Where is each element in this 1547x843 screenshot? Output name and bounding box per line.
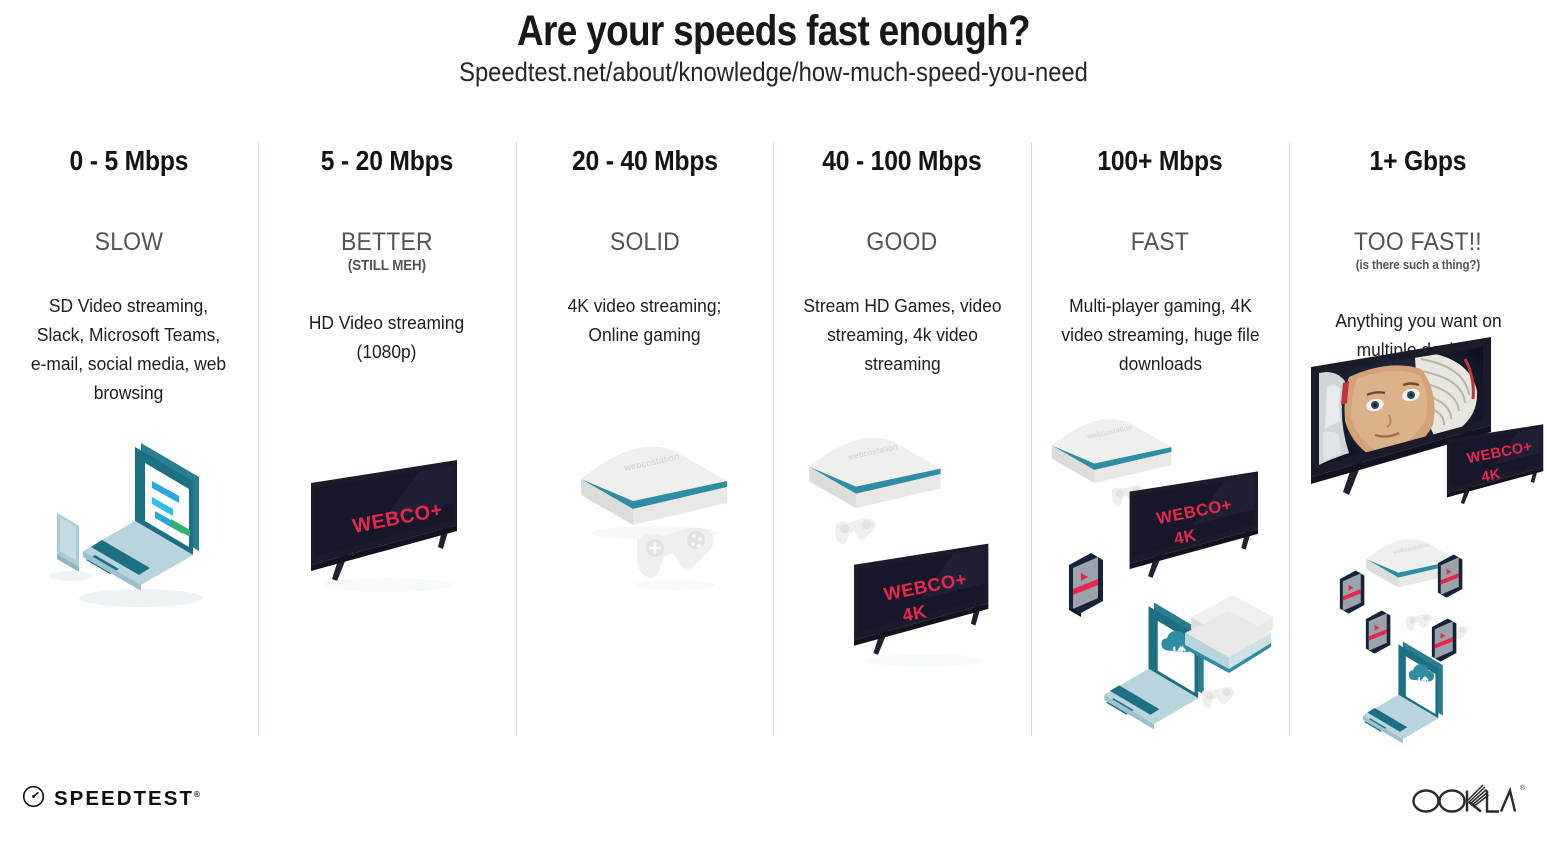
ookla-logo: ® <box>1411 781 1525 815</box>
phone-icon <box>48 513 93 581</box>
speed-rating-label: BETTER <box>340 228 433 256</box>
illustration-column-4: webcostation WEBCO+ 4K <box>773 415 1031 745</box>
illustration-column-3: webcostation <box>516 415 774 745</box>
game-console-icon: webcostation <box>1366 539 1457 588</box>
tv-screen-label-2: 4K <box>1173 525 1198 548</box>
game-controller-icon <box>634 527 715 590</box>
speed-description: Multi-player gaming, 4K video streaming,… <box>1061 295 1260 374</box>
speed-rating-label: SOLID <box>609 228 680 256</box>
speedtest-trademark: ® <box>193 790 200 800</box>
speed-range-label: 0 - 5 Mbps <box>69 145 189 176</box>
page-title: Are your speeds fast enough? <box>517 7 1031 55</box>
speed-range-label: 40 - 100 Mbps <box>822 145 983 176</box>
speed-tier-column-3: 20 - 40 Mbps SOLID 4K video streaming; O… <box>515 135 774 745</box>
speedometer-icon <box>22 785 45 813</box>
speed-rating-label: FAST <box>1131 228 1190 256</box>
laptop-icon <box>78 443 203 607</box>
television-icon: WEBCO+ 4K <box>854 543 989 667</box>
speed-rating-label: TOO FAST!! <box>1354 228 1483 256</box>
speed-range-label: 5 - 20 Mbps <box>320 145 453 176</box>
speed-range-label: 20 - 40 Mbps <box>571 145 718 176</box>
game-console-icon: webcostation <box>809 437 941 509</box>
tv-screen-label-2: 4K <box>1480 466 1502 485</box>
speed-tier-column-5: 100+ Mbps FAST Multi-player gaming, 4K v… <box>1031 135 1289 745</box>
tv-screen-label-2: 4K <box>901 600 929 625</box>
speed-rating-sublabel: (STILL MEH) <box>347 258 426 274</box>
speedtest-wordmark: SPEEDTEST® <box>54 787 200 811</box>
phone-icon <box>1431 618 1457 662</box>
speedtest-logo: SPEEDTEST® <box>22 785 200 813</box>
illustration-column-5: webcostation WEBCO+ 4K <box>1031 405 1289 745</box>
ookla-wordmark-mark <box>1412 784 1516 813</box>
speed-description: Stream HD Games, video streaming, 4k vid… <box>803 295 1002 374</box>
speed-description: SD Video streaming, Slack, Microsoft Tea… <box>31 295 227 403</box>
speed-tier-column-1: 0 - 5 Mbps SLOW SD Video streaming, Slac… <box>0 135 258 745</box>
laptop-icon <box>1104 602 1204 730</box>
speed-range-label: 1+ Gbps <box>1369 145 1467 176</box>
phone-icon <box>1437 554 1463 598</box>
phone-icon <box>1339 570 1365 614</box>
speed-tier-column-6: 1+ Gbps TOO FAST!! (is there such a thin… <box>1289 135 1547 745</box>
phone-icon <box>1069 553 1104 617</box>
game-console-icon: webcostation <box>1051 418 1172 484</box>
speed-tier-columns: 0 - 5 Mbps SLOW SD Video streaming, Slac… <box>0 135 1547 745</box>
laptop-icon <box>1362 641 1443 744</box>
footer: SPEEDTEST® ® <box>0 771 1547 843</box>
illustration-column-2: WEBCO+ <box>258 415 516 745</box>
game-console-icon: webcostation <box>580 446 727 540</box>
television-icon: WEBCO+ 4K <box>1446 424 1544 505</box>
speed-description: 4K video streaming; Online gaming <box>567 295 722 345</box>
page-subtitle: Speedtest.net/about/knowledge/how-much-s… <box>459 57 1088 88</box>
phone-icon <box>1365 610 1391 654</box>
illustration-column-1 <box>0 415 258 745</box>
speed-description: HD Video streaming (1080p) <box>309 312 465 362</box>
speed-rating-sublabel: (is there such a thing?) <box>1355 258 1481 272</box>
ookla-trademark: ® <box>1519 785 1525 792</box>
speed-tier-column-2: 5 - 20 Mbps BETTER (STILL MEH) HD Video … <box>257 135 516 745</box>
header: Are your speeds fast enough? Speedtest.n… <box>0 0 1547 88</box>
speedtest-wordmark-text: SPEEDTEST <box>54 787 194 810</box>
game-controller-icon <box>835 518 876 545</box>
speed-rating-label: GOOD <box>866 228 938 256</box>
speed-range-label: 100+ Mbps <box>1097 145 1223 176</box>
television-icon: WEBCO+ 4K <box>1129 471 1259 578</box>
television-icon: WEBCO+ <box>310 460 457 592</box>
device-box-icon <box>1185 595 1274 673</box>
illustration-column-6: WEBCO+ 4K webcostation <box>1289 325 1547 745</box>
game-controller-icon <box>1202 687 1235 709</box>
speed-tier-column-4: 40 - 100 Mbps GOOD Stream HD Games, vide… <box>773 135 1031 745</box>
game-controller-icon <box>1406 613 1433 631</box>
speed-rating-label: SLOW <box>94 228 164 256</box>
